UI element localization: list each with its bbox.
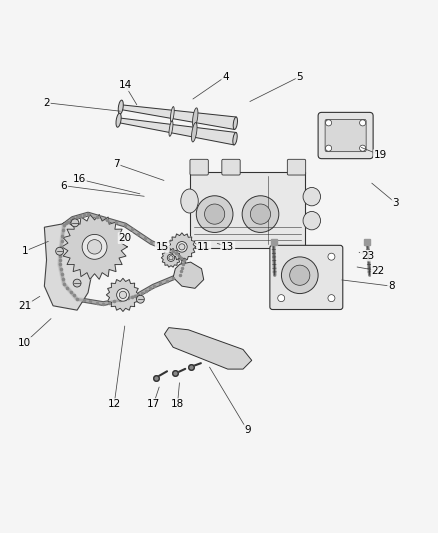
FancyBboxPatch shape: [325, 119, 366, 152]
Text: 9: 9: [244, 425, 251, 435]
Ellipse shape: [193, 108, 198, 127]
Ellipse shape: [118, 100, 123, 114]
FancyBboxPatch shape: [287, 159, 306, 175]
Ellipse shape: [191, 123, 197, 142]
Text: 16: 16: [73, 174, 86, 184]
Circle shape: [325, 145, 332, 151]
FancyBboxPatch shape: [318, 112, 373, 159]
Polygon shape: [168, 233, 196, 261]
Text: 1: 1: [21, 246, 28, 256]
Ellipse shape: [303, 212, 321, 230]
Text: 18: 18: [171, 399, 184, 409]
Text: 11: 11: [197, 242, 210, 252]
Text: 5: 5: [297, 71, 303, 82]
Circle shape: [360, 145, 366, 151]
Ellipse shape: [170, 107, 174, 122]
Circle shape: [117, 288, 129, 301]
Text: 2: 2: [43, 98, 50, 108]
Text: 12: 12: [108, 399, 121, 409]
Text: 13: 13: [221, 242, 234, 252]
Text: 17: 17: [147, 399, 160, 409]
Circle shape: [137, 295, 145, 303]
Circle shape: [360, 120, 366, 126]
Text: 6: 6: [61, 181, 67, 191]
Text: 7: 7: [113, 159, 120, 169]
Text: 8: 8: [388, 281, 395, 291]
Ellipse shape: [303, 188, 321, 206]
Ellipse shape: [233, 117, 237, 130]
Circle shape: [73, 279, 81, 287]
Circle shape: [71, 219, 79, 227]
Circle shape: [251, 204, 271, 224]
Ellipse shape: [116, 113, 121, 127]
Circle shape: [242, 196, 279, 232]
Polygon shape: [120, 105, 236, 130]
Circle shape: [205, 204, 225, 224]
Circle shape: [87, 240, 102, 254]
Text: 21: 21: [18, 301, 32, 311]
FancyBboxPatch shape: [190, 172, 305, 248]
Polygon shape: [44, 223, 95, 310]
Circle shape: [278, 295, 285, 302]
Text: 10: 10: [18, 338, 31, 348]
Text: 14: 14: [119, 80, 132, 90]
Circle shape: [119, 291, 127, 298]
Polygon shape: [161, 248, 180, 267]
Text: 22: 22: [372, 266, 385, 276]
Circle shape: [290, 265, 310, 285]
Ellipse shape: [181, 189, 198, 213]
Circle shape: [56, 247, 64, 255]
FancyBboxPatch shape: [222, 159, 240, 175]
Text: 4: 4: [222, 71, 229, 82]
Circle shape: [177, 241, 187, 252]
Circle shape: [169, 256, 173, 260]
FancyBboxPatch shape: [270, 245, 343, 310]
Circle shape: [325, 120, 332, 126]
Circle shape: [196, 196, 233, 232]
Text: 3: 3: [392, 198, 399, 208]
Polygon shape: [106, 278, 140, 311]
Text: 19: 19: [374, 150, 387, 160]
Circle shape: [167, 254, 175, 261]
Ellipse shape: [169, 121, 173, 136]
FancyBboxPatch shape: [190, 159, 208, 175]
Text: 15: 15: [155, 242, 169, 252]
Polygon shape: [62, 214, 127, 279]
Polygon shape: [164, 328, 252, 369]
Circle shape: [179, 244, 185, 250]
Circle shape: [82, 235, 107, 259]
Circle shape: [328, 295, 335, 302]
Ellipse shape: [233, 133, 237, 145]
Text: 23: 23: [361, 251, 374, 261]
Circle shape: [328, 253, 335, 260]
Text: 20: 20: [119, 233, 132, 243]
Circle shape: [282, 257, 318, 294]
Polygon shape: [173, 262, 204, 288]
Polygon shape: [118, 118, 236, 145]
